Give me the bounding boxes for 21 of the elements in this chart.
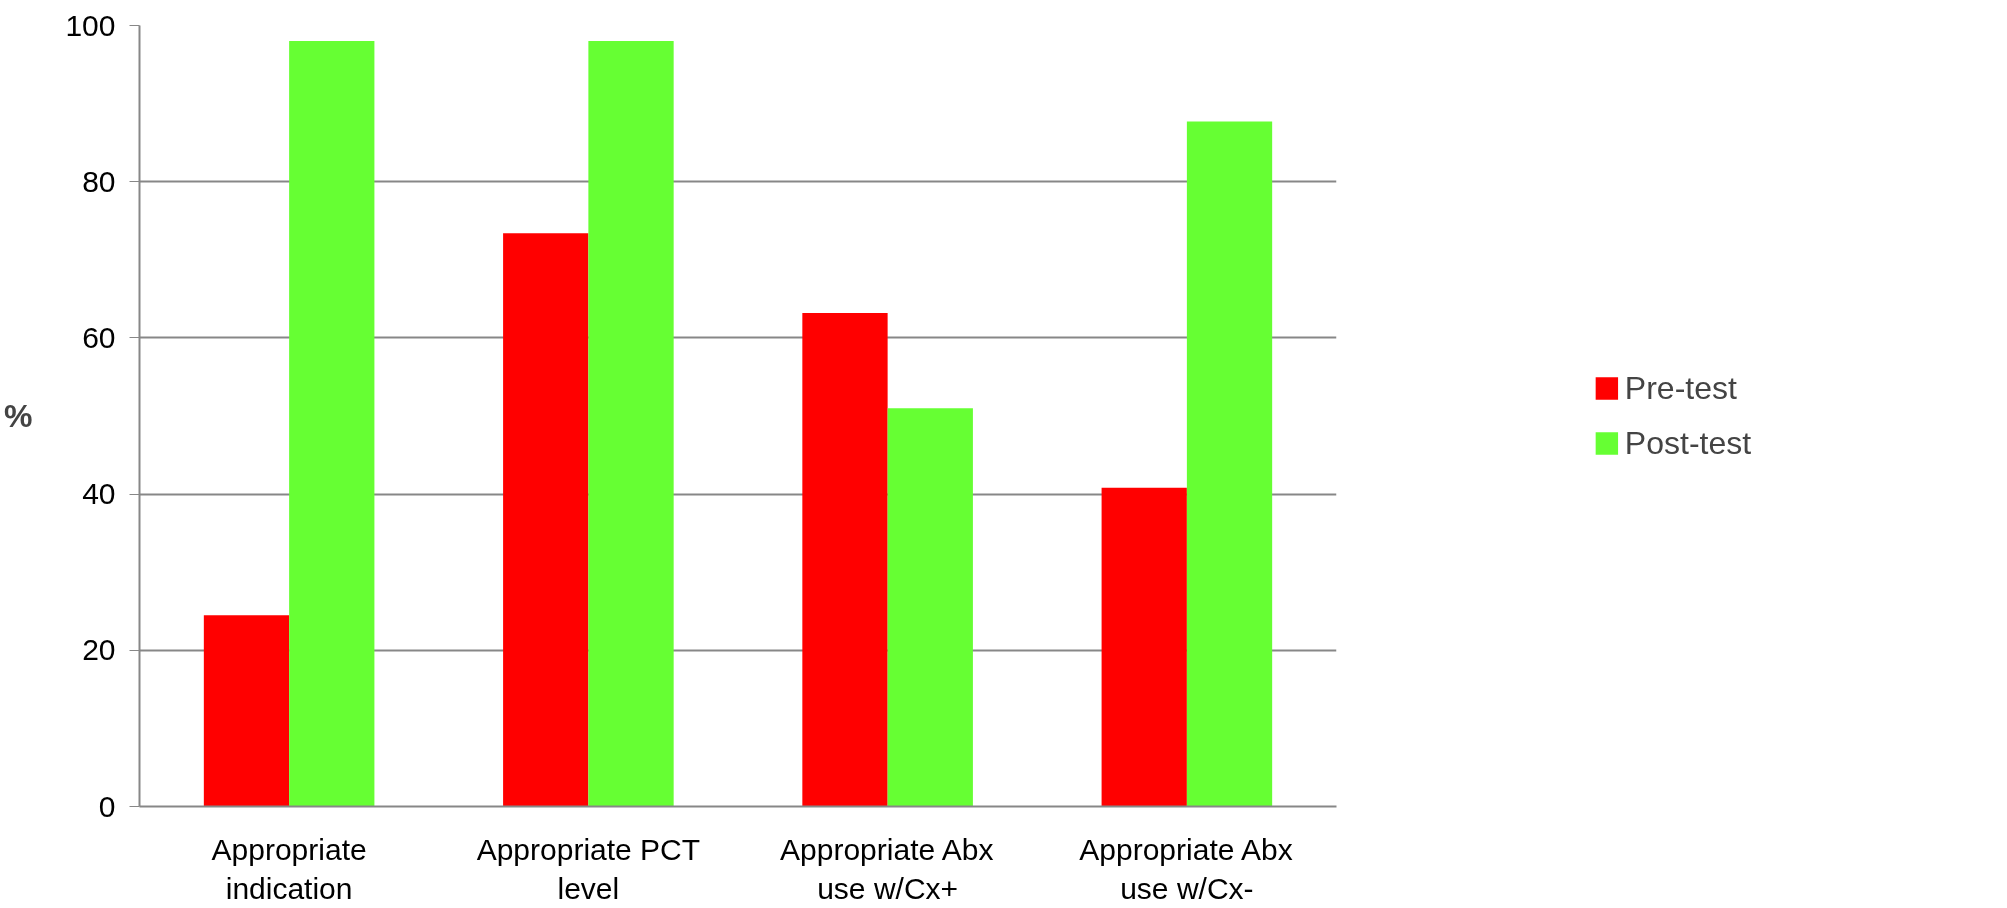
bar	[588, 41, 674, 807]
bar	[1101, 487, 1187, 807]
bar	[203, 615, 290, 807]
x-tick-label: Appropriate Abx use w/Cx-	[1079, 832, 1293, 906]
bar	[503, 233, 589, 807]
legend-label: Post-test	[1624, 424, 1752, 462]
y-axis-title: %	[3, 398, 33, 434]
y-tick-label: 40	[82, 477, 116, 511]
y-tick-label: 80	[82, 164, 116, 198]
x-tick-label: Appropriate Abx use w/Cx+	[780, 832, 994, 906]
bar	[1186, 121, 1273, 807]
bar	[802, 312, 888, 807]
x-tick-label: Appropriate PCT level	[476, 832, 701, 906]
bar	[289, 41, 375, 807]
y-tick-label: 60	[82, 320, 116, 354]
x-tick-label: Appropriate indication	[211, 832, 367, 906]
bar	[887, 408, 973, 807]
y-tick-label: 20	[82, 633, 116, 667]
y-tick-label: 100	[65, 8, 116, 42]
legend-label: Pre-test	[1624, 369, 1737, 407]
y-tick-label: 0	[98, 789, 116, 823]
